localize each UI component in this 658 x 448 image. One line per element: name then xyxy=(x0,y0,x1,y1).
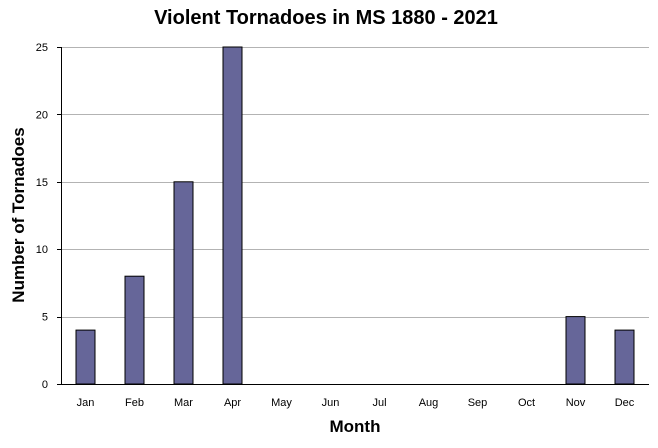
x-axis-title: Month xyxy=(330,417,381,436)
y-tick-label: 5 xyxy=(42,312,48,324)
bar-jan xyxy=(75,329,96,385)
x-tick-label: Jul xyxy=(372,397,386,409)
x-tick-label: Nov xyxy=(566,397,586,409)
bar-mar xyxy=(173,181,194,385)
y-tick-label: 25 xyxy=(36,42,48,54)
x-tick-label: Jan xyxy=(77,397,95,409)
bar-nov xyxy=(565,316,586,385)
y-tick-label: 20 xyxy=(36,109,48,121)
bar-feb xyxy=(124,275,145,385)
chart-title: Violent Tornadoes in MS 1880 - 2021 xyxy=(154,7,498,29)
y-tick-label: 0 xyxy=(42,379,48,391)
x-tick-label: Jun xyxy=(322,397,340,409)
x-tick-label: Oct xyxy=(518,397,535,409)
y-tick-label: 10 xyxy=(36,244,48,256)
x-tick-labels: Jan Feb Mar Apr May Jun Jul Aug Sep Oct Nov Dec xyxy=(77,397,635,409)
x-tick-label: Feb xyxy=(125,397,144,409)
x-tick-label: Apr xyxy=(224,397,241,409)
gridlines xyxy=(61,47,649,318)
x-tick-label: Aug xyxy=(419,397,439,409)
x-tick-label: Dec xyxy=(615,397,635,409)
x-tick-label: May xyxy=(271,397,292,409)
y-tick-label: 15 xyxy=(36,177,48,189)
x-tick-label: Mar xyxy=(174,397,193,409)
x-tick-label: Sep xyxy=(468,397,488,409)
axes xyxy=(57,47,649,385)
bar-apr xyxy=(222,46,243,385)
y-tick-labels: 0 5 10 15 20 25 xyxy=(36,42,48,391)
y-axis-title: Number of Tornadoes xyxy=(9,127,28,302)
bar-dec xyxy=(614,329,635,385)
